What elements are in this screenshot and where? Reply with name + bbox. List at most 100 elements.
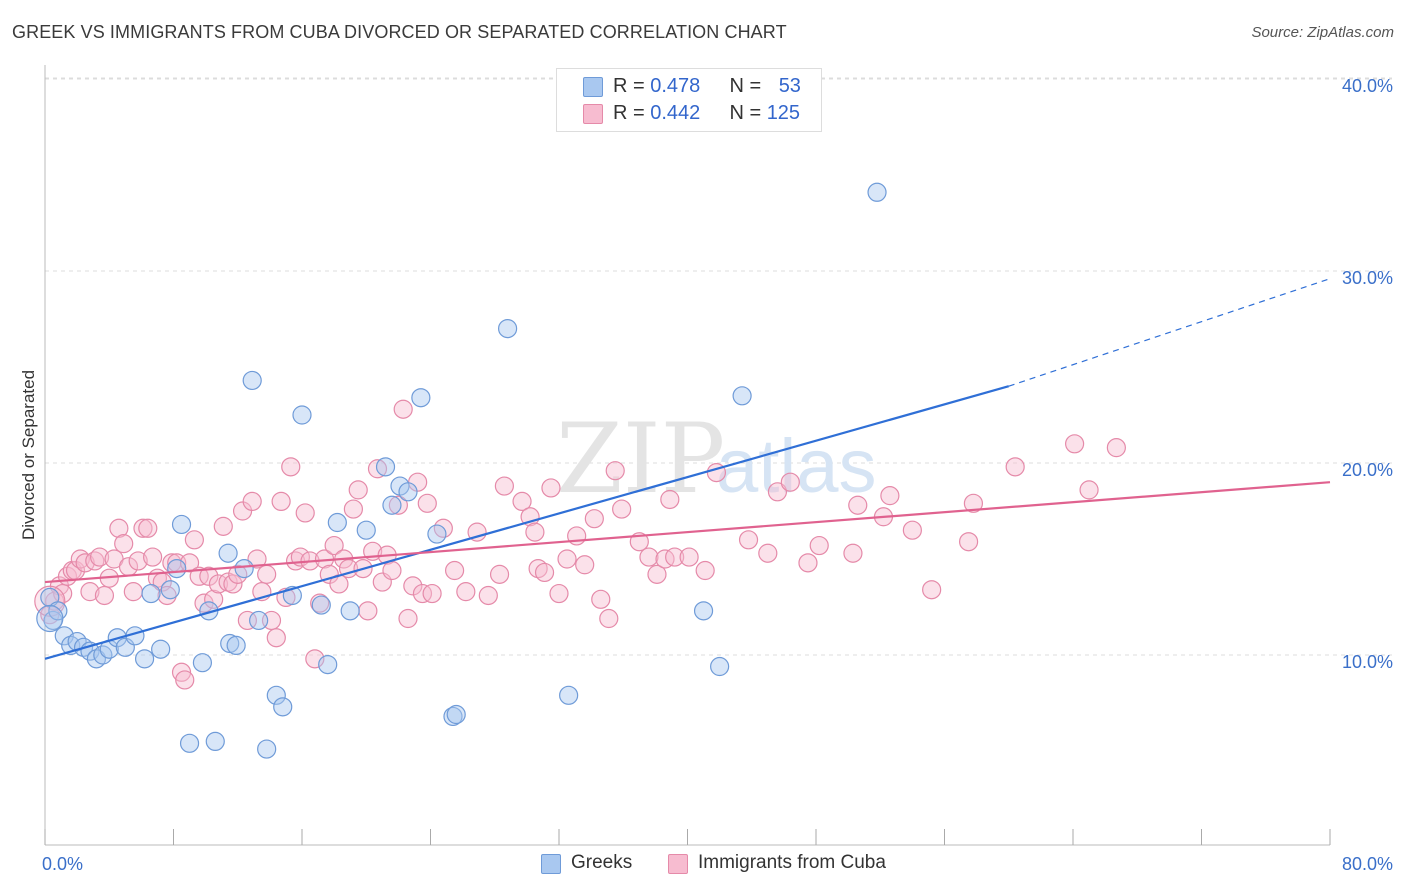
correlation-legend: R = 0.478 N = 53 R = 0.442 N = 125 [556, 68, 822, 132]
cuba-point [75, 553, 95, 573]
cuba-trend-line [44, 481, 1331, 584]
cuba-point [541, 478, 561, 498]
greeks-point [179, 733, 200, 753]
greeks-point [167, 558, 187, 579]
cuba-point [343, 499, 363, 519]
greeks-point [218, 543, 238, 563]
greeks-point [693, 601, 714, 621]
cuba-point [157, 585, 177, 606]
cuba-point [80, 582, 100, 602]
cuba-point [257, 564, 277, 584]
cuba-point [295, 503, 315, 523]
legend-n-label: N = [729, 102, 767, 124]
greeks-point [134, 649, 155, 669]
greeks-point [273, 697, 293, 717]
cuba-point [143, 547, 163, 567]
cuba-point [780, 472, 800, 492]
cuba-point [412, 583, 433, 604]
series-legend: Greeks Immigrants from Cuba [0, 852, 1406, 878]
greeks-point [226, 635, 246, 656]
greeks-point [340, 601, 360, 621]
legend-swatch-greeks [541, 854, 561, 874]
chart-title: GREEK VS IMMIGRANTS FROM CUBA DIVORCED O… [12, 22, 787, 42]
cuba-point [171, 662, 192, 682]
cuba-point [213, 516, 233, 536]
greeks-point [559, 685, 579, 705]
cuba-point [478, 585, 498, 606]
cuba-point [189, 566, 209, 586]
axes [44, 65, 1331, 846]
y-tick-label: 20.0% [1342, 460, 1393, 480]
greeks-point [43, 610, 63, 631]
cuba-point [843, 543, 863, 563]
cuba-point [266, 628, 286, 648]
greeks-point [427, 524, 447, 544]
cuba-point [232, 501, 253, 521]
cuba-point [612, 499, 632, 519]
cuba-point [655, 549, 675, 569]
legend-swatch-immigrants-from-cuba [583, 104, 603, 124]
cuba-point [647, 564, 667, 584]
series-greeks [36, 182, 887, 759]
cuba-point [109, 518, 129, 538]
cuba-point [242, 491, 262, 511]
cuba-point [456, 582, 476, 602]
cuba-point [738, 530, 759, 550]
greeks-point [327, 512, 347, 533]
cuba-point [1065, 434, 1085, 454]
cuba-point [223, 574, 243, 594]
greeks-point [867, 182, 887, 202]
legend-r-label: R = [613, 75, 651, 97]
cuba-point [393, 399, 413, 419]
cuba-point [90, 547, 110, 567]
greeks-point [292, 405, 312, 425]
legend-n-label: N = [729, 75, 767, 97]
greeks-point [160, 580, 180, 600]
cuba-point [382, 560, 402, 581]
cuba-point [199, 566, 219, 586]
cuba-point [114, 534, 134, 554]
legend-label-greeks: Greeks [571, 852, 633, 873]
legend-n-value: 53 [778, 75, 801, 97]
legend-swatch-greeks [583, 77, 603, 97]
greeks-point [257, 739, 277, 759]
legend-n-value: 125 [766, 102, 801, 124]
greeks-point [151, 639, 171, 659]
cuba-point [1106, 438, 1126, 458]
greeks-point [446, 704, 466, 725]
tick-labels: 10.0% 20.0% 30.0% 40.0% 0.0% 80.0% [42, 76, 1393, 874]
legend-r-label: R = [613, 102, 651, 124]
y-tick-label: 10.0% [1342, 652, 1393, 672]
chart-source: Source: ZipAtlas.com [1251, 24, 1394, 41]
watermark-atlas: atlas [716, 424, 877, 509]
cuba-point [237, 610, 257, 631]
watermark: ZIP atlas [556, 403, 877, 515]
greeks-point [205, 731, 225, 752]
greeks-point [375, 457, 396, 477]
cuba-point [525, 522, 545, 542]
cuba-point [271, 491, 291, 511]
cuba-point [958, 532, 979, 552]
cuba-point [208, 574, 229, 594]
watermark-zip: ZIP [556, 403, 725, 515]
cuba-point [767, 482, 788, 502]
cuba-point [128, 551, 148, 571]
greeks-trend-line [44, 385, 1010, 660]
cuba-point [557, 549, 577, 569]
cuba-point [922, 580, 942, 600]
cuba-point [665, 547, 685, 567]
y-tick-label: 30.0% [1342, 268, 1393, 288]
cuba-point [880, 486, 900, 506]
cuba-point [444, 560, 465, 581]
cuba-point [281, 457, 301, 477]
cuba-point [1005, 457, 1025, 477]
legend-r-value: 0.442 [650, 102, 701, 124]
greeks-point [242, 370, 262, 391]
cuba-point [398, 608, 418, 629]
greeks-trend-extension [1008, 278, 1331, 387]
greeks-point [311, 595, 331, 615]
cuba-point [549, 583, 569, 604]
greeks-point [411, 388, 431, 408]
greeks-point [356, 520, 376, 540]
